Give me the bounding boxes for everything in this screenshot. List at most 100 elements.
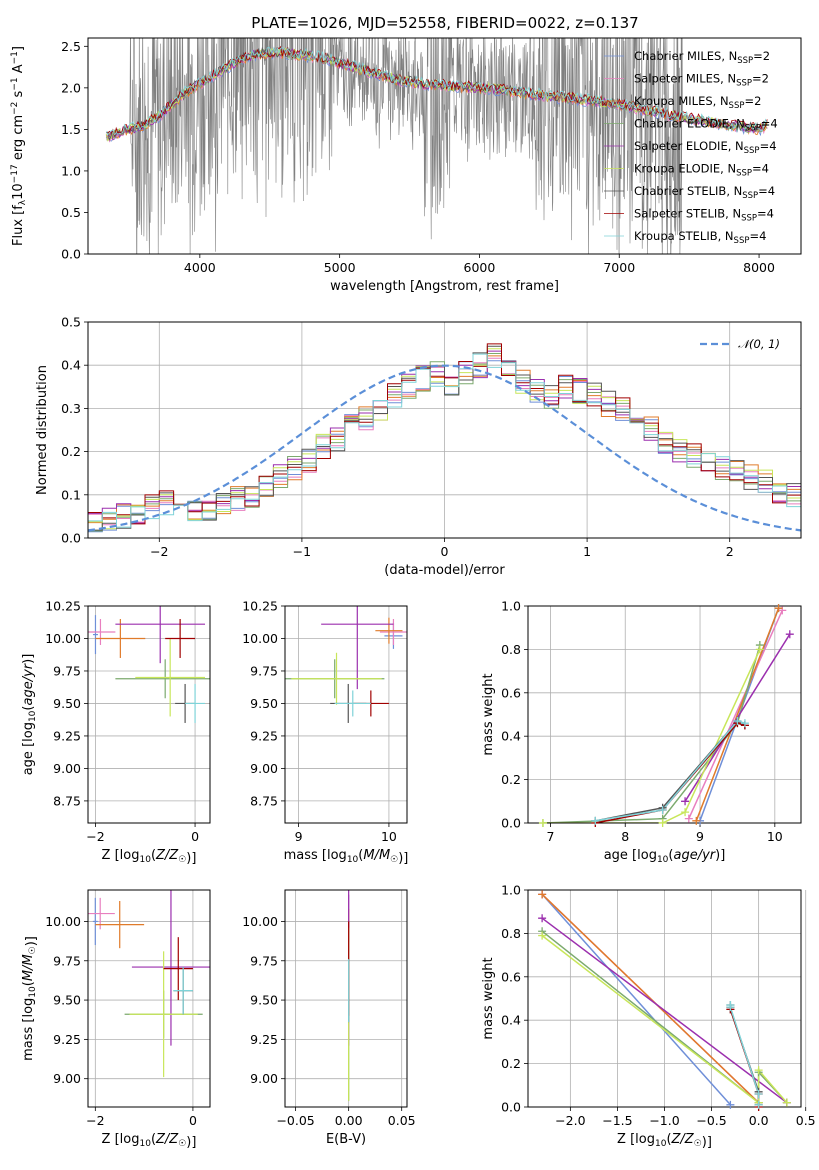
panel-age_vs_Z: −2 0 8.75 9.00 9.25 9.50 9.75 10.00 10.25 Z [log1… xyxy=(21,599,211,866)
weight-marker xyxy=(733,717,742,726)
plot-area xyxy=(88,890,210,1078)
legend-entry: Salpeter STELIB, NSSP=4 xyxy=(634,207,774,224)
axes-frame xyxy=(527,605,802,824)
y-tick-label: 9.25 xyxy=(250,728,278,743)
x-axis-label: Z [log10(Z/Z☉)] xyxy=(102,1132,197,1150)
x-tick-label: 10 xyxy=(381,829,397,844)
y-axis-label: mass weight xyxy=(481,957,496,1039)
x-tick-label: −2 xyxy=(150,544,168,559)
y-tick-label: 2.0 xyxy=(61,80,81,95)
plot-area xyxy=(285,606,407,723)
x-tick-label: 1 xyxy=(583,544,591,559)
y-tick-label: 9.50 xyxy=(53,993,81,1008)
y-tick-label: 0.0 xyxy=(61,247,81,262)
weight-marker xyxy=(754,1089,763,1098)
weight-marker xyxy=(782,1098,791,1107)
panel-mass_vs_Z: −2 0 9.00 9.25 9.50 9.75 10.00 Z [log10(Z/Z☉)] m… xyxy=(21,889,211,1150)
weight-marker xyxy=(538,890,547,899)
axes-frame xyxy=(87,321,802,539)
weight-marker xyxy=(755,645,764,654)
y-tick-label: 8.75 xyxy=(53,793,81,808)
y-tick-label: 0.0 xyxy=(61,531,81,546)
panel-massweight_vs_age: 7 8 9 10 0.0 0.2 0.4 0.6 0.8 1.0 age [log10(age/yr… xyxy=(481,599,802,865)
weight-line-3 xyxy=(541,893,760,1104)
x-axis-label: age [log10(age/yr)] xyxy=(604,848,726,865)
x-tick-label: 0 xyxy=(191,829,199,844)
legend-entry: Kroupa ELODIE, NSSP=4 xyxy=(634,162,769,179)
histogram-step-5 xyxy=(88,350,801,524)
x-tick-label: −1 xyxy=(293,544,311,559)
x-axis-label: Z [log10(Z/Z☉)] xyxy=(617,1132,712,1150)
y-tick-label: 9.75 xyxy=(250,663,278,678)
weight-marker xyxy=(681,797,690,806)
weight-marker xyxy=(740,719,749,728)
observed-spectrum xyxy=(105,38,768,254)
y-tick-label: 9.00 xyxy=(250,761,278,776)
weight-line-9 xyxy=(595,720,746,822)
weight-marker xyxy=(591,816,600,825)
y-tick-label: 8.75 xyxy=(250,793,278,808)
y-tick-label: 10.00 xyxy=(242,631,278,646)
x-tick-label: −2 xyxy=(86,829,104,844)
axes-frame xyxy=(284,605,408,824)
y-tick-label: 9.50 xyxy=(53,696,81,711)
panel-spectrum: 4000 5000 6000 7000 8000 0.0 0.5 1.0 1.5 2.0 2.5 wa… xyxy=(10,37,802,294)
histogram-step-9 xyxy=(88,353,801,528)
x-tick-label: 0 xyxy=(441,544,449,559)
weight-marker xyxy=(774,604,783,613)
plot-area xyxy=(105,38,768,254)
panel-mass_vs_EBV: −0.05 0.00 0.05 9.00 9.25 9.50 9.75 10.00 E(B-V) xyxy=(242,889,416,1147)
x-tick-label: −0.05 xyxy=(276,1113,314,1128)
y-tick-label: 0.2 xyxy=(61,444,81,459)
y-tick-label: 0.4 xyxy=(501,729,521,744)
histogram-step-1 xyxy=(88,360,801,533)
x-tick-label: −2.0 xyxy=(555,1113,585,1128)
weight-marker xyxy=(658,819,667,827)
y-tick-label: 0.5 xyxy=(61,315,81,330)
y-axis-label: age [log10(age/yr)] xyxy=(21,654,38,776)
x-tick-label: −1.0 xyxy=(649,1113,679,1128)
y-axis-label: Flux [fλ10−17 erg cm−2 s−1 A−1] xyxy=(10,46,28,246)
y-tick-label: 0.3 xyxy=(61,401,81,416)
weight-line-6 xyxy=(541,935,788,1105)
y-tick-label: 9.50 xyxy=(250,696,278,711)
histogram-step-4 xyxy=(88,353,801,532)
y-tick-label: 0.2 xyxy=(501,772,521,787)
axes-frame xyxy=(284,889,408,1108)
y-tick-label: 10.00 xyxy=(242,914,278,929)
axes-frame xyxy=(87,605,211,824)
weight-marker xyxy=(658,805,667,814)
weight-line-6 xyxy=(543,649,761,823)
weight-marker xyxy=(692,816,701,825)
x-tick-label: 2 xyxy=(726,544,734,559)
y-tick-label: 9.00 xyxy=(250,1071,278,1086)
x-tick-label: 6000 xyxy=(464,260,496,275)
weight-line-5 xyxy=(541,917,788,1104)
weight-marker xyxy=(538,819,547,827)
weight-line-3 xyxy=(695,607,780,822)
y-tick-label: 0.8 xyxy=(501,926,521,941)
histogram-step-6 xyxy=(88,348,801,530)
x-tick-label: 5000 xyxy=(324,260,356,275)
legend-entry: Salpeter MILES, NSSP=2 xyxy=(634,72,769,89)
y-tick-label: 0.5 xyxy=(61,205,81,220)
x-tick-label: 0.0 xyxy=(749,1113,769,1128)
y-tick-label: 1.0 xyxy=(501,599,521,614)
y-tick-label: 9.75 xyxy=(53,663,81,678)
y-tick-label: 0.0 xyxy=(501,1100,521,1115)
x-tick-label: 8000 xyxy=(743,260,775,275)
y-axis-label: mass weight xyxy=(481,673,496,755)
weight-marker xyxy=(785,630,794,639)
y-tick-label: 2.5 xyxy=(61,39,81,54)
weight-marker xyxy=(538,914,547,923)
x-tick-label: 7000 xyxy=(603,260,635,275)
x-tick-label: 7 xyxy=(546,829,554,844)
y-tick-label: 10.25 xyxy=(242,599,278,614)
y-axis-label: mass [log10(M/M☉)] xyxy=(21,936,39,1061)
panel-residual_histogram: −2 −1 0 1 2 0.0 0.1 0.2 0.3 0.4 0.5 (data-model)/er… xyxy=(35,315,802,578)
weight-marker xyxy=(538,931,547,940)
x-tick-label: −1.5 xyxy=(602,1113,632,1128)
weight-marker xyxy=(684,814,693,823)
y-tick-label: 1.0 xyxy=(61,163,81,178)
